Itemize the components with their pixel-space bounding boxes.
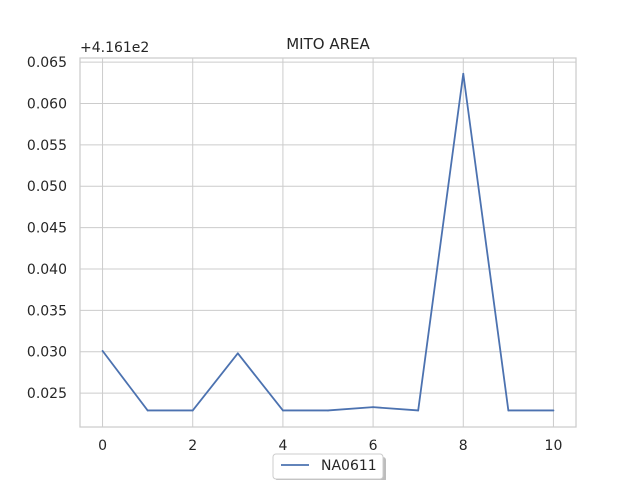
data-point bbox=[101, 349, 104, 352]
series-lines bbox=[101, 72, 555, 412]
y-tick-label: 0.060 bbox=[27, 97, 67, 113]
y-axis-ticks: 0.025 0.030 0.035 0.040 0.045 0.050 0.055 0.060… bbox=[27, 55, 67, 402]
series-line-na0611 bbox=[101, 72, 554, 412]
data-point bbox=[146, 409, 149, 412]
data-point bbox=[236, 352, 239, 355]
y-tick-label: 0.030 bbox=[27, 345, 67, 361]
data-point bbox=[417, 409, 420, 412]
data-point bbox=[282, 409, 284, 412]
x-tick-label: 4 bbox=[278, 438, 287, 454]
legend-label-na0611: NA0611 bbox=[321, 458, 377, 474]
data-point bbox=[191, 409, 194, 412]
legend: NA0611 bbox=[272, 453, 386, 480]
x-tick-label: 6 bbox=[369, 438, 378, 454]
y-tick-label: 0.050 bbox=[27, 179, 67, 195]
plot-frame bbox=[79, 57, 577, 428]
x-tick-label: 2 bbox=[188, 438, 197, 454]
data-point bbox=[327, 409, 329, 412]
grid bbox=[80, 58, 576, 427]
x-tick-label: 8 bbox=[459, 438, 468, 454]
data-point bbox=[552, 409, 555, 412]
data-point bbox=[507, 409, 510, 412]
y-axis-offset-label: +4.161e2 bbox=[80, 40, 149, 56]
legend-box bbox=[272, 453, 384, 480]
x-tick-label: 10 bbox=[545, 438, 563, 454]
x-tick-label: 0 bbox=[98, 438, 107, 454]
x-axis-ticks: 0 2 4 6 8 10 bbox=[98, 438, 562, 454]
y-tick-label: 0.040 bbox=[27, 262, 67, 278]
y-tick-label: 0.045 bbox=[27, 221, 67, 237]
chart-title: MITO AREA bbox=[286, 35, 370, 53]
y-tick-label: 0.055 bbox=[27, 138, 67, 154]
y-tick-label: 0.065 bbox=[27, 55, 67, 71]
y-tick-label: 0.025 bbox=[27, 386, 67, 402]
data-point bbox=[372, 406, 374, 409]
y-tick-label: 0.035 bbox=[27, 303, 67, 319]
data-point bbox=[462, 72, 465, 75]
